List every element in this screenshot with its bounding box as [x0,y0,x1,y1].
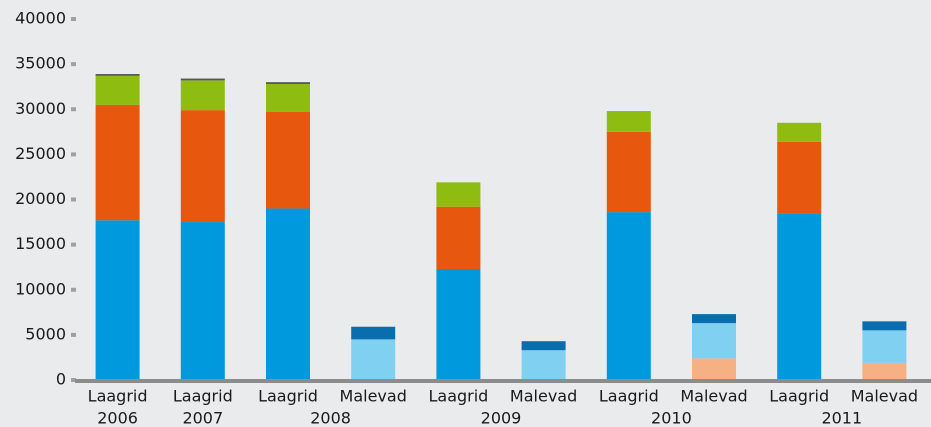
bar-segment [692,358,736,380]
bar-segment [862,362,907,380]
y-tick-label: 25000 [15,144,66,163]
bar-segment [692,323,736,359]
bar-segment [351,339,396,380]
bar-segment [692,314,736,324]
bar-segment [95,74,140,76]
bar-segment [351,326,396,340]
bar-segment [521,341,566,351]
bar-segment [862,330,907,363]
tick-mark [71,332,76,337]
bar-segment [521,350,566,380]
bar-segment [606,131,651,213]
tick-mark [71,287,76,292]
bar-segment [180,110,225,223]
bar-segment [266,208,310,380]
y-tick-label: 30000 [15,99,66,118]
bar-segment [436,182,481,207]
bar-segment [95,75,140,105]
y-tick-label: 15000 [15,234,66,253]
tick-mark [71,197,76,202]
x-tick-label: Malevad [340,387,407,406]
bar-segment [436,268,481,380]
bar-segment [266,82,310,84]
x-tick-label: Malevad [680,387,747,406]
group-label: 2009 [481,409,522,427]
bar-segment [606,111,651,132]
bar-segment [95,220,140,380]
bar-segment [266,83,310,112]
bar-segment [777,141,822,214]
tick-mark [71,107,76,112]
bar-segment [180,78,225,81]
y-tick-label: 5000 [25,324,66,343]
x-tick-label: Laagrid [88,387,148,406]
tick-mark [71,17,76,21]
group-label: 2011 [821,409,862,427]
x-tick-label: Laagrid [599,387,659,406]
tick-mark [71,378,76,382]
bar-segment [606,212,651,380]
x-tick-label: Laagrid [173,387,233,406]
bar-segment [180,222,225,380]
bar-segment [777,213,822,380]
y-tick-label: 40000 [15,9,66,28]
x-tick-label: Malevad [510,387,577,406]
tick-mark [71,152,76,157]
group-label: 2010 [651,409,692,427]
x-tick-label: Laagrid [428,387,488,406]
group-label: 2008 [310,409,351,427]
bar-segment [180,80,225,111]
bar-segment [436,206,481,269]
x-tick-label: Laagrid [769,387,829,406]
y-tick-label: 10000 [15,279,66,298]
bar-segment [266,111,310,209]
y-tick-label: 35000 [15,54,66,73]
group-label: 2007 [182,409,223,427]
group-label: 2006 [97,409,138,427]
tick-mark [71,62,76,67]
y-tick-label: 20000 [15,189,66,208]
x-tick-label: Laagrid [258,387,318,406]
y-tick-label: 0 [56,370,66,389]
bar-segment [777,122,822,142]
x-tick-label: Malevad [851,387,918,406]
bar-segment [862,321,907,331]
bar-segment [95,104,140,221]
tick-mark [71,242,76,247]
